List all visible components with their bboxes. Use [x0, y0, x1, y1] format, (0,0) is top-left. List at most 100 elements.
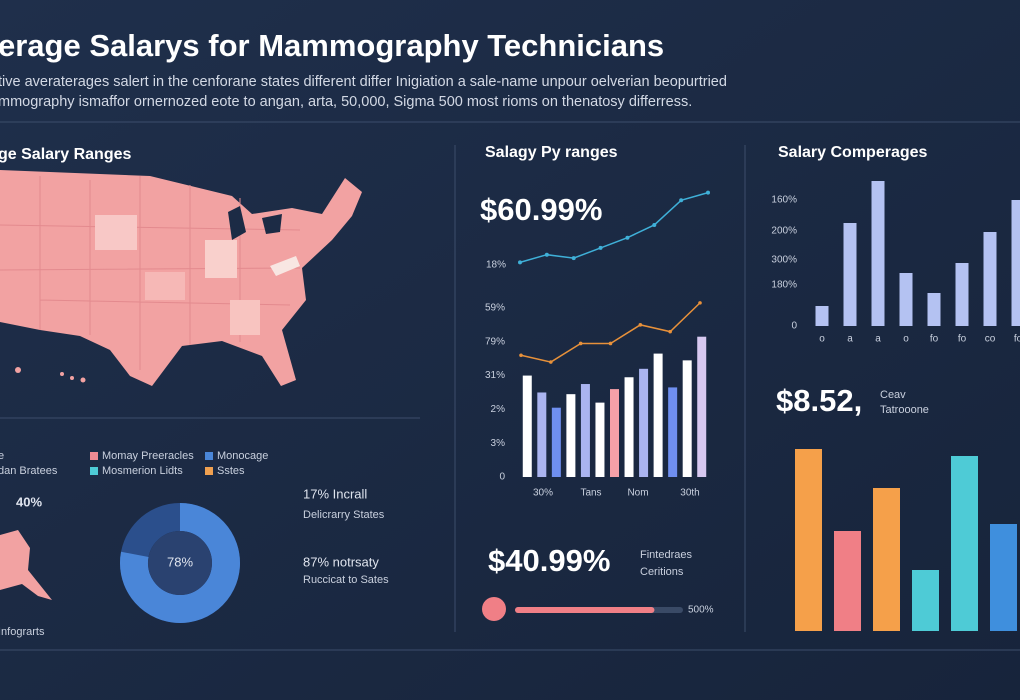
point	[652, 222, 657, 227]
trend-point	[578, 341, 583, 346]
donut-arc	[120, 503, 240, 623]
state-borders	[0, 176, 301, 370]
point	[598, 245, 603, 250]
legend-label: Mosmerion Lidts	[102, 465, 183, 477]
subtitle-line: mmography ismaffor ornernozed eote to an…	[0, 94, 692, 110]
stat-headline: 17% Incrall	[303, 486, 367, 501]
trend-point	[698, 301, 702, 305]
section-title: Salary Comperages	[778, 144, 928, 161]
x-tick-label: o	[819, 334, 825, 345]
note: Tatrooone	[880, 404, 929, 416]
alaska-shape	[0, 530, 52, 600]
trend-point	[608, 341, 613, 346]
x-tick-label: fo	[930, 334, 939, 345]
y-tick-label: 0	[499, 472, 505, 483]
stat-headline: 87% notrsaty	[303, 554, 379, 569]
big-figure: $40.99%	[488, 543, 610, 578]
island	[60, 372, 64, 376]
note: Ceav	[880, 389, 906, 401]
bar	[595, 402, 605, 477]
x-label: 30%	[533, 488, 553, 499]
progress-fill	[515, 607, 655, 613]
line-label: 18%	[486, 260, 506, 271]
y-tick-label: 0	[791, 321, 797, 332]
bar	[697, 336, 707, 477]
point	[625, 235, 630, 240]
note: Fintedraes	[640, 549, 692, 561]
bar	[682, 360, 692, 477]
bar	[624, 377, 634, 477]
stat-label: Ruccicat to Sates	[303, 574, 389, 586]
bar	[951, 456, 978, 631]
bar	[668, 387, 678, 477]
progress-label: 500%	[688, 605, 714, 616]
bar	[639, 368, 649, 477]
island	[80, 377, 86, 383]
donut-hole	[148, 531, 212, 595]
state	[205, 240, 237, 278]
us-map	[0, 170, 362, 386]
x-tick-label: a	[847, 334, 853, 345]
bar	[927, 293, 941, 326]
point	[706, 190, 710, 195]
bar	[843, 223, 857, 326]
legend-side-label: dan Bratees	[0, 465, 58, 477]
point	[518, 260, 522, 265]
section-title: ge Salary Ranges	[0, 146, 132, 163]
trend-point	[519, 353, 523, 358]
legend-swatch	[205, 467, 213, 475]
bar	[990, 524, 1017, 631]
point	[571, 256, 576, 261]
point	[544, 252, 549, 257]
y-tick-label: 200%	[771, 226, 797, 237]
x-tick-label: o	[903, 334, 909, 345]
bar	[983, 232, 997, 326]
state	[230, 300, 260, 335]
y-tick-label: 180%	[771, 280, 797, 291]
y-tick-label: 160%	[771, 195, 797, 206]
y-tick-label: 2%	[491, 404, 506, 415]
bar	[566, 394, 576, 477]
legend-label: Momay Preeracles	[102, 450, 194, 462]
bar	[912, 570, 939, 631]
bar	[834, 531, 861, 631]
x-tick-label: a	[875, 334, 881, 345]
legend-label: Monocage	[217, 450, 268, 462]
y-tick-label: 3%	[491, 438, 506, 449]
footer-label: Infograrts	[0, 626, 45, 638]
section-title: Salagy Py ranges	[485, 144, 618, 161]
bar	[815, 306, 829, 326]
donut-label: 78%	[167, 554, 193, 569]
island	[15, 367, 21, 373]
legend-swatch	[90, 467, 98, 475]
bar	[1011, 200, 1020, 326]
y-tick-label: 300%	[771, 255, 797, 266]
stat-label: Delicrarry States	[303, 509, 385, 521]
x-label: Nom	[627, 488, 648, 499]
y-tick-label: 31%	[485, 370, 505, 381]
trend-point	[638, 323, 643, 327]
island	[70, 376, 74, 380]
x-label: 30th	[680, 488, 699, 499]
state	[270, 256, 300, 276]
x-label: Tans	[580, 488, 601, 499]
bar	[955, 263, 969, 326]
bar	[653, 353, 663, 477]
y-tick-label: 79%	[485, 336, 505, 347]
legend-side-label: e	[0, 450, 4, 462]
page-title: erage Salarys for Mammography Technician…	[0, 28, 664, 63]
bar	[795, 449, 822, 631]
note: Ceritions	[640, 566, 684, 578]
legend-swatch	[205, 452, 213, 460]
bar	[537, 392, 547, 477]
legend-swatch	[90, 452, 98, 460]
x-tick-label: fo	[1014, 334, 1020, 345]
subtitle-line: tive averaterages salert in the cenforan…	[0, 74, 727, 90]
state	[145, 272, 185, 300]
state	[95, 215, 137, 250]
trend-point	[549, 360, 553, 364]
bar	[551, 407, 561, 477]
inset-label: 40%	[16, 494, 42, 509]
y-tick-label: 59%	[485, 303, 505, 314]
bar	[873, 488, 900, 631]
